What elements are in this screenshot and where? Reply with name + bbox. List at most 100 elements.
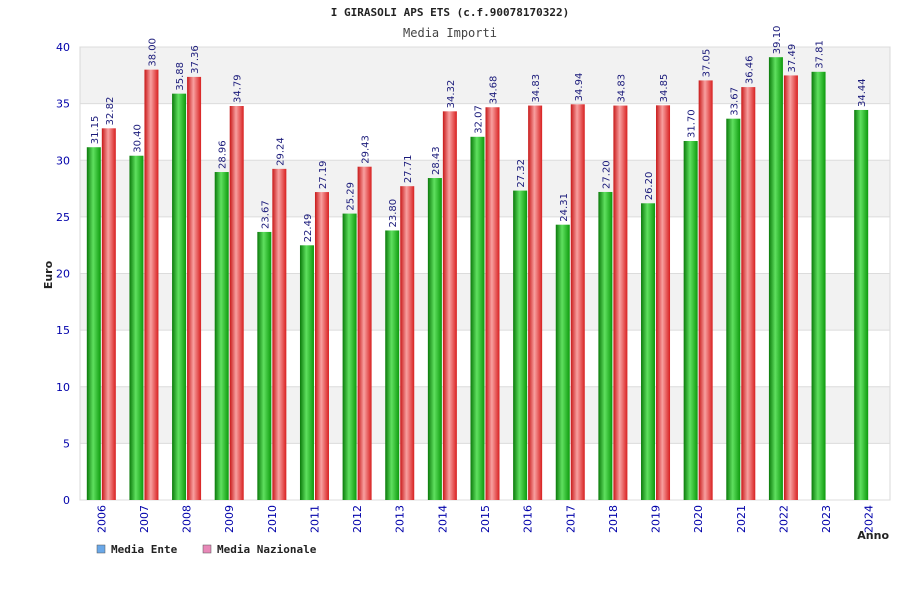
bar-media-nazionale	[442, 111, 457, 501]
bars-group	[86, 57, 869, 501]
bar-media-nazionale	[144, 69, 159, 501]
x-tick-label: 2024	[863, 505, 876, 533]
data-label: 28.96	[218, 140, 229, 169]
bar-media-ente	[811, 71, 826, 500]
bar-media-nazionale	[485, 107, 500, 501]
x-tick-label: 2016	[522, 505, 535, 533]
data-label: 27.20	[601, 160, 612, 189]
data-label: 34.83	[616, 74, 627, 103]
data-label: 32.82	[105, 97, 116, 126]
y-tick-label: 25	[56, 211, 70, 224]
x-tick-label: 2010	[266, 505, 279, 533]
data-label: 33.67	[729, 87, 740, 116]
data-label: 37.05	[702, 49, 713, 78]
bar-media-nazionale	[783, 75, 798, 500]
bar-media-ente	[86, 147, 101, 500]
bar-media-ente	[768, 57, 783, 500]
data-label: 37.36	[190, 45, 201, 74]
data-label: 31.70	[687, 109, 698, 138]
bar-media-ente	[513, 190, 528, 500]
bar-media-nazionale	[656, 105, 671, 500]
data-label: 35.88	[175, 62, 186, 91]
bar-media-nazionale	[101, 128, 116, 500]
bar-media-nazionale	[272, 168, 287, 500]
data-label: 37.81	[815, 40, 826, 69]
bar-media-nazionale	[400, 186, 415, 500]
data-labels-group: 31.15 32.82 30.40 38.00 35.88 37.36 28.96 34.79…	[90, 26, 868, 243]
bar-media-nazionale	[613, 105, 628, 501]
x-tick-label: 2014	[436, 505, 449, 533]
data-label: 34.83	[531, 74, 542, 103]
bar-media-ente	[470, 136, 485, 500]
plot-band	[80, 160, 890, 217]
y-tick-label: 30	[56, 154, 70, 167]
bar-media-nazionale	[570, 104, 585, 500]
y-axis-ticks: 0 5 10 15 20 25 30 35 40	[56, 41, 70, 507]
bar-media-ente	[555, 224, 570, 500]
data-label: 29.24	[275, 137, 286, 166]
data-label: 23.80	[388, 199, 399, 228]
bar-media-ente	[342, 213, 357, 500]
x-tick-label: 2009	[223, 505, 236, 533]
y-axis-label: Euro	[42, 260, 55, 289]
x-tick-label: 2017	[564, 505, 577, 533]
bar-media-ente	[172, 93, 187, 500]
data-label: 27.71	[403, 155, 414, 184]
data-label: 27.19	[318, 160, 329, 189]
x-tick-label: 2022	[777, 505, 790, 533]
data-label: 34.85	[659, 74, 670, 103]
plot-band	[80, 386, 890, 444]
data-label: 36.46	[744, 55, 755, 84]
plot-band	[80, 47, 890, 104]
bar-media-nazionale	[528, 105, 543, 501]
bar-media-ente	[385, 230, 400, 500]
data-label: 31.15	[90, 116, 101, 145]
bar-media-nazionale	[187, 76, 202, 500]
legend-swatch	[202, 544, 212, 554]
chart-subtitle: Media Importi	[403, 26, 497, 40]
x-tick-label: 2008	[181, 505, 194, 533]
data-label: 26.20	[644, 172, 655, 201]
x-tick-label: 2019	[650, 505, 663, 533]
legend-label: Media Ente	[111, 543, 178, 556]
x-tick-label: 2007	[138, 505, 151, 533]
bar-media-ente	[598, 191, 613, 500]
bar-media-ente	[214, 172, 229, 500]
bar-media-ente	[299, 245, 314, 500]
x-tick-label: 2013	[394, 505, 407, 533]
y-tick-label: 15	[56, 324, 70, 337]
x-tick-label: 2018	[607, 505, 620, 533]
bar-media-nazionale	[741, 87, 756, 500]
bar-media-ente	[129, 155, 144, 500]
bar-media-ente	[726, 118, 741, 500]
bar-media-ente	[683, 140, 698, 500]
legend-swatch	[96, 544, 106, 554]
data-label: 28.43	[431, 146, 442, 175]
y-tick-label: 40	[56, 41, 70, 54]
x-axis-ticks: 2006 2007 2008 2009 2010 2011 2012 2013 2014 2015…	[95, 505, 875, 533]
data-label: 27.32	[516, 159, 527, 188]
data-label: 38.00	[147, 38, 158, 67]
bar-media-ente	[641, 203, 656, 500]
data-label: 32.07	[474, 105, 485, 134]
bar-media-nazionale	[357, 166, 372, 500]
x-tick-label: 2020	[692, 505, 705, 533]
data-label: 37.49	[787, 44, 798, 73]
chart-title: I GIRASOLI APS ETS (c.f.90078170322)	[331, 6, 569, 19]
plot-band	[80, 273, 890, 331]
x-tick-label: 2011	[308, 505, 321, 533]
legend: Media Ente Media Nazionale	[96, 543, 317, 556]
data-label: 30.40	[132, 124, 143, 153]
x-tick-label: 2021	[735, 505, 748, 533]
plot-band	[80, 103, 890, 161]
x-tick-label: 2012	[351, 505, 364, 533]
data-label: 34.44	[857, 78, 868, 107]
data-label: 24.31	[559, 193, 570, 222]
data-label: 34.68	[489, 76, 500, 105]
y-tick-label: 5	[63, 437, 70, 450]
y-tick-label: 20	[56, 268, 70, 281]
y-tick-label: 35	[56, 98, 70, 111]
x-tick-label: 2023	[820, 505, 833, 533]
